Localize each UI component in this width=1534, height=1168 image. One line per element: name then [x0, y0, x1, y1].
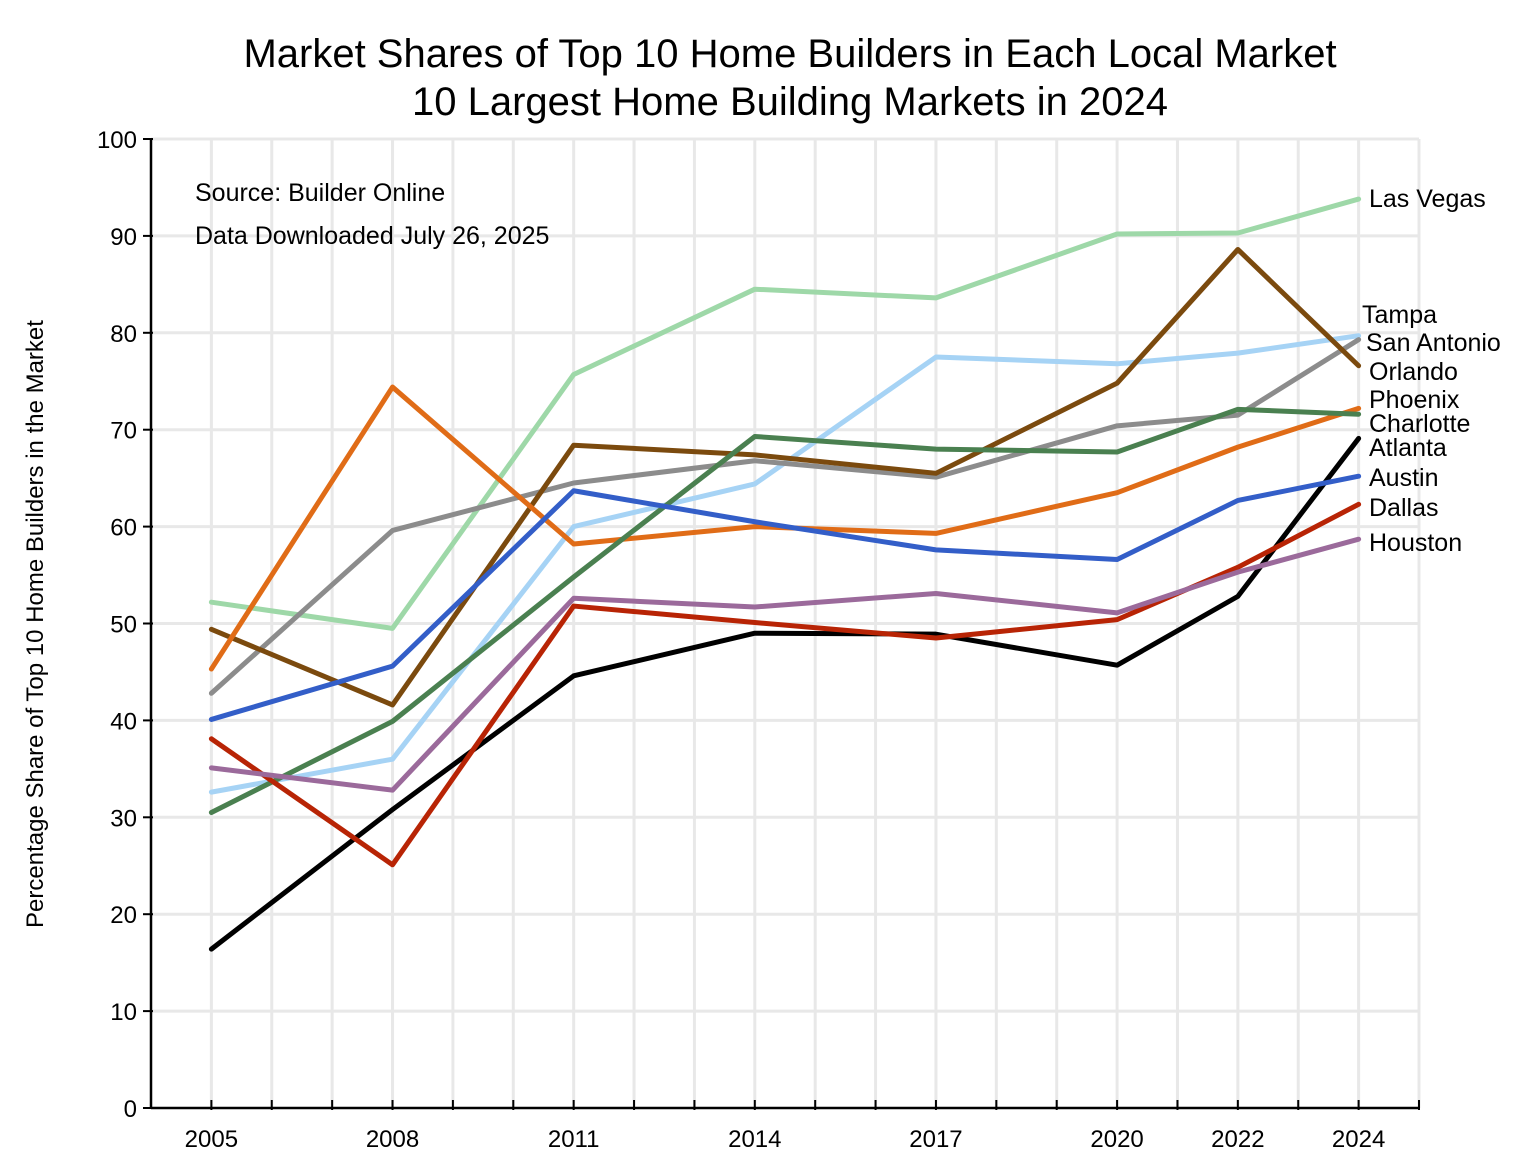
series-label-dallas: Dallas [1369, 494, 1438, 522]
chart-subtitle: 10 Largest Home Building Markets in 2024 [412, 80, 1168, 124]
x-tick-label: 2017 [909, 1126, 962, 1153]
series-line-orlando [208, 246, 1362, 708]
x-tick-label: 2020 [1090, 1126, 1143, 1153]
x-tick-label: 2005 [185, 1126, 238, 1153]
series-label-austin: Austin [1369, 464, 1438, 492]
y-tick-label: 10 [110, 999, 137, 1026]
source-note: Source: Builder Online [195, 179, 445, 207]
y-tick-label: 0 [124, 1096, 137, 1123]
series-label-san-antonio: San Antonio [1366, 329, 1501, 357]
x-tick-label: 2022 [1211, 1126, 1264, 1153]
series-line-san-antonio [208, 337, 1362, 696]
series-label-atlanta: Atlanta [1369, 434, 1447, 462]
series-label-orlando: Orlando [1369, 358, 1458, 386]
series-line-charlotte [208, 406, 1362, 815]
y-tick-label: 90 [110, 224, 137, 251]
series-lines [208, 196, 1362, 952]
y-tick-label: 100 [97, 127, 137, 154]
gridlines [151, 137, 1421, 1108]
download-note: Data Downloaded July 26, 2025 [195, 222, 549, 250]
y-tick-label: 80 [110, 321, 137, 348]
y-tick-label: 70 [110, 418, 137, 445]
series-line-austin [208, 473, 1362, 722]
series-label-tampa: Tampa [1362, 301, 1437, 329]
series-label-houston: Houston [1369, 529, 1462, 557]
y-axis-label: Percentage Share of Top 10 Home Builders… [22, 320, 49, 928]
series-line-dallas [208, 501, 1362, 868]
series-label-las-vegas: Las Vegas [1369, 185, 1486, 213]
series-line-tampa [208, 333, 1362, 795]
x-tick-label: 2011 [548, 1126, 600, 1153]
y-tick-label: 40 [110, 708, 137, 735]
x-tick-label: 2008 [366, 1126, 419, 1153]
x-tick-label: 2014 [728, 1126, 781, 1153]
series-line-las-vegas [208, 196, 1362, 631]
series-line-atlanta [208, 435, 1362, 952]
x-axis-ticks: 2005 2008 2011 2014 2017 2020 2022 2024 [185, 1100, 1420, 1153]
y-tick-label: 30 [110, 805, 137, 832]
y-tick-label: 50 [110, 612, 137, 639]
chart-title: Market Shares of Top 10 Home Builders in… [243, 32, 1337, 76]
series-line-houston [208, 536, 1362, 793]
y-axis-ticks: 0 10 20 30 40 50 60 70 80 90 100 [97, 127, 153, 1123]
series-line-phoenix [208, 384, 1362, 672]
series-label-phoenix: Phoenix [1369, 386, 1460, 414]
x-tick-label: 2024 [1332, 1126, 1385, 1153]
series-label-charlotte: Charlotte [1369, 410, 1470, 438]
y-tick-label: 60 [110, 515, 137, 542]
y-tick-label: 20 [110, 902, 137, 929]
